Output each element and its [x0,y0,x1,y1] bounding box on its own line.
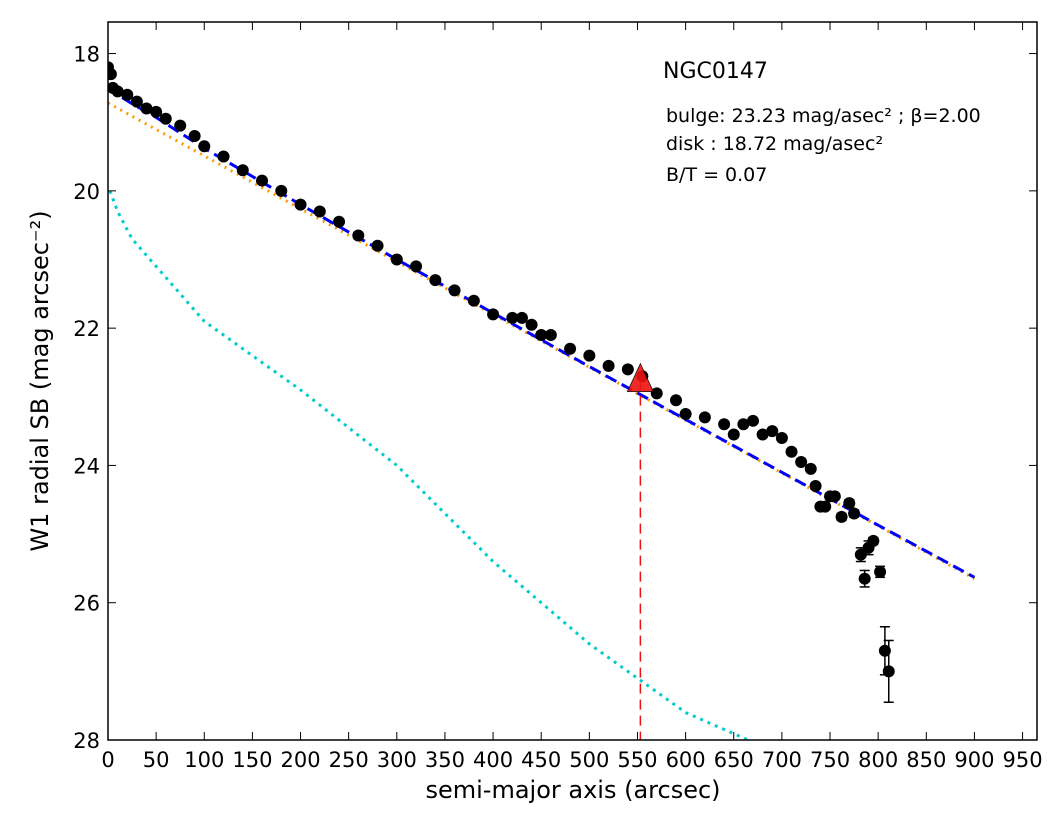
y-tick-label: 28 [73,729,100,753]
data-point [487,308,500,321]
x-tick-label: 50 [143,748,170,772]
data-point [854,548,867,561]
data-point [858,572,871,585]
data-point [535,329,548,342]
x-tick-label: 250 [329,748,369,772]
data-point [256,174,269,187]
data-point [747,414,760,427]
data-point [874,565,887,578]
data-point [848,507,861,520]
plot-area [108,61,976,740]
marker-triangle [626,362,654,393]
data-point [819,500,832,513]
data-point [525,318,538,331]
x-tick-label: 550 [617,748,657,772]
x-tick-label: 350 [425,748,465,772]
data-point [159,112,172,125]
data-point [515,311,528,324]
x-tick-label: 200 [280,748,320,772]
model-line [108,190,749,740]
x-tick-label: 650 [714,748,754,772]
data-point [843,497,856,510]
data-point [313,205,326,218]
data-point [188,129,201,142]
annotation: disk : 18.72 mag/asec² [666,133,883,155]
x-tick-label: 100 [184,748,224,772]
x-tick-label: 600 [666,748,706,772]
data-point [140,102,153,115]
chart-title: NGC0147 [663,59,768,84]
data-point [371,239,384,252]
data-point [828,490,841,503]
data-point [294,198,307,211]
data-point [878,644,891,657]
data-point [882,665,895,678]
plot-frame [107,21,1038,741]
x-tick-label: 450 [521,748,561,772]
data-point [130,95,143,108]
data-point [448,284,461,297]
x-tick-label: 400 [473,748,513,772]
y-tick-label: 20 [73,180,100,204]
data-point [669,394,682,407]
data-point [727,428,740,441]
data-point [410,260,423,273]
data-point [198,140,211,153]
data-point [804,462,817,475]
data-point [698,411,711,424]
data-point [737,418,750,431]
y-tick-label: 18 [73,43,100,67]
data-point [544,329,557,342]
x-tick-label: 750 [810,748,850,772]
data-point [111,85,124,98]
x-tick-label: 950 [1003,748,1043,772]
data-point [275,184,288,197]
data-point [121,88,134,101]
x-axis-label: semi-major axis (arcsec) [425,776,720,804]
data-point [217,150,230,163]
data-point [835,510,848,523]
data-point [718,418,731,431]
y-tick-label: 22 [73,317,100,341]
data-point [766,425,779,438]
data-point [390,253,403,266]
data-point [602,359,615,372]
data-point [564,342,577,355]
data-point [775,431,788,444]
data-point [352,229,365,242]
x-tick-label: 150 [232,748,272,772]
x-tick-label: 0 [101,748,114,772]
annotation: B/T = 0.07 [666,164,767,186]
data-point [809,480,822,493]
data-point [621,363,634,376]
data-point [867,534,880,547]
data-point [785,445,798,458]
data-point [756,428,769,441]
x-tick-label: 900 [954,748,994,772]
data-point [467,294,480,307]
x-tick-label: 700 [762,748,802,772]
y-tick-label: 24 [73,454,100,478]
x-tick-label: 300 [377,748,417,772]
y-axis-label: W1 radial SB (mag arcsec⁻²) [26,210,54,551]
x-tick-label: 800 [858,748,898,772]
annotation: bulge: 23.23 mag/asec² ; β=2.00 [666,105,981,127]
data-point [583,349,596,362]
data-point [174,119,187,132]
y-tick-label: 26 [73,592,100,616]
data-point [236,164,249,177]
data-point [679,407,692,420]
data-point [650,387,663,400]
x-tick-label: 850 [906,748,946,772]
data-point [506,311,519,324]
data-point [333,215,346,228]
data-point [150,105,163,118]
data-point [429,274,442,287]
x-tick-label: 500 [569,748,609,772]
data-point [108,68,117,81]
data-point [795,455,808,468]
